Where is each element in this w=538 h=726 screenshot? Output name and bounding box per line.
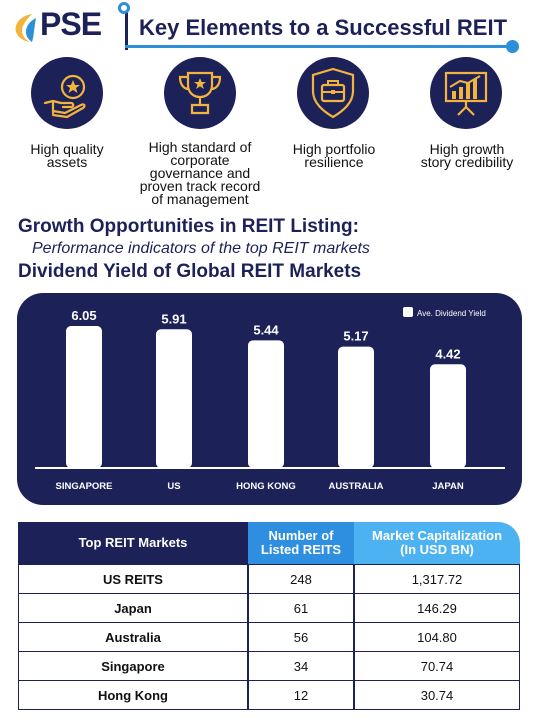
- hand-star-icon: [31, 57, 103, 129]
- page-title: Key Elements to a Successful REIT: [139, 15, 508, 40]
- bar-singapore: [66, 326, 102, 468]
- table-header-cap: [354, 522, 520, 564]
- pse-logo-icon: [15, 14, 36, 42]
- bar-hong-kong: [248, 340, 284, 468]
- data-label: 5.91: [161, 311, 186, 326]
- element-label-assets: High quality assets: [30, 141, 104, 170]
- element-label-growth-story: High growth story credibility: [420, 141, 514, 170]
- dividend-heading: Dividend Yield of Global REIT Markets: [18, 261, 362, 282]
- x-tick-label: US: [167, 481, 180, 492]
- table-cell-cap: 104.80: [354, 622, 520, 652]
- table-cell-count: 61: [248, 593, 354, 623]
- bar-us: [156, 329, 192, 468]
- table-cell-cap: 70.74: [354, 651, 520, 681]
- title-accent-ring: [118, 2, 130, 14]
- table-cell-count: 56: [248, 622, 354, 652]
- table-cell-market: US REITS: [18, 564, 248, 594]
- table-header-market-label: Top REIT Markets: [78, 535, 188, 550]
- table-cell-cap: 30.74: [354, 680, 520, 710]
- table-header-cap-label: Market Capitalization (In USD BN): [371, 528, 503, 557]
- title-underline: [125, 45, 510, 48]
- growth-chart-icon: [430, 57, 502, 129]
- table-header-count: [248, 522, 354, 564]
- legend-swatch: [403, 307, 413, 317]
- table-header-market: [18, 522, 248, 564]
- x-tick-label: SINGAPORE: [55, 481, 112, 492]
- table-cell-market: Hong Kong: [18, 680, 248, 710]
- bar-australia: [338, 346, 374, 468]
- title-underline-dot: [506, 40, 519, 53]
- data-label: 6.05: [71, 308, 96, 323]
- table-cell-count: 34: [248, 651, 354, 681]
- element-label-governance: High standard of corporate governance and p…: [139, 139, 261, 207]
- x-tick-label: HONG KONG: [236, 481, 296, 492]
- growth-subheading: Performance indicators of the top REIT m…: [32, 240, 370, 257]
- bar-japan: [430, 364, 466, 468]
- x-tick-label: JAPAN: [432, 481, 464, 492]
- table-cell-market: Australia: [18, 622, 248, 652]
- table-cell-count: 12: [248, 680, 354, 710]
- title-accent-line: [125, 10, 128, 50]
- data-label: 4.42: [435, 346, 460, 361]
- table-cell-cap: 146.29: [354, 593, 520, 623]
- x-tick-label: AUSTRALIA: [329, 481, 384, 492]
- table-cell-cap: 1,317.72: [354, 564, 520, 594]
- growth-heading: Growth Opportunities in REIT Listing:: [18, 216, 359, 237]
- table-cell-market: Singapore: [18, 651, 248, 681]
- pse-logo-text: PSE: [40, 6, 102, 42]
- dividend-yield-chart: 6.05 SINGAPORE 5.91 US 5.44 HONG KONG 5.17 AUST…: [35, 307, 505, 492]
- table-header-count-label: Number of Listed REITS: [260, 528, 342, 557]
- data-label: 5.17: [343, 329, 368, 344]
- table-cell-count: 248: [248, 564, 354, 594]
- data-label: 5.44: [253, 322, 279, 337]
- table-cell-market: Japan: [18, 593, 248, 623]
- briefcase-shield-icon: [297, 57, 369, 129]
- legend-label: Ave. Dividend Yield: [417, 309, 486, 318]
- trophy-icon: [164, 57, 236, 129]
- element-label-resilience: High portfolio resilience: [292, 141, 376, 170]
